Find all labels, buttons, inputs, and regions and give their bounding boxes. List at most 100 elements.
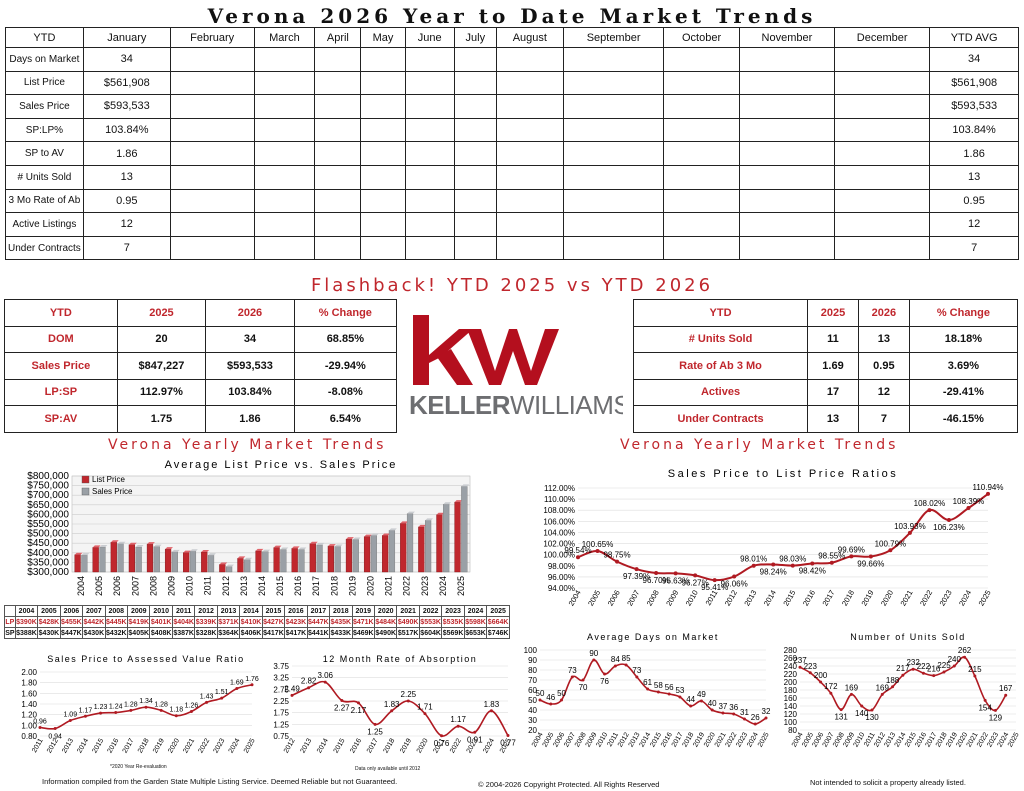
- bar-top: [255, 548, 264, 551]
- bar-top: [135, 545, 144, 548]
- x-tick-label: 2019: [859, 589, 875, 608]
- x-tick-label: 2024: [228, 737, 242, 754]
- y-tick-label: $800,000: [27, 471, 69, 482]
- x-tick-label: 2004: [76, 576, 86, 596]
- y-tick-label: $550,000: [27, 519, 69, 530]
- row-label: # Units Sold: [5, 164, 84, 190]
- bar-top: [334, 544, 343, 547]
- flashback-value: 68.85%: [293, 325, 398, 353]
- year-cell: 2006: [59, 605, 84, 617]
- list-vs-sales-price-chart: Average List Price vs. Sales Price $300,0…: [27, 459, 471, 596]
- data-label: 98.55%: [818, 552, 845, 561]
- bar-top: [346, 537, 354, 540]
- data-point: [764, 716, 768, 720]
- bar-list-price: [255, 550, 262, 573]
- data-label: 240: [948, 655, 962, 664]
- bar-sales-price: [298, 549, 305, 573]
- data-label: 1.71: [417, 703, 433, 712]
- data-point: [406, 699, 410, 703]
- cell-empty: [453, 94, 497, 119]
- cell-empty: [834, 94, 931, 119]
- data-label: 1.69: [230, 680, 244, 687]
- year-cell: 2008: [104, 605, 129, 617]
- y-tick-label: $500,000: [27, 529, 69, 540]
- x-tick-label: 2020: [879, 589, 895, 608]
- data-point: [423, 712, 427, 716]
- cell-empty: [663, 141, 740, 166]
- data-point: [624, 663, 628, 667]
- bar-top: [298, 547, 307, 550]
- cell-empty: [562, 94, 665, 119]
- cell-january: 7: [82, 235, 171, 261]
- y-tick-label: $750,000: [27, 481, 69, 492]
- flashback-row: Under Contracts 13 7 -46.15%: [632, 405, 1019, 433]
- x-tick-label: 2024: [438, 576, 448, 596]
- data-label: 98.01%: [740, 555, 767, 564]
- bar-list-price: [128, 544, 135, 573]
- footer-left: Information compiled from the Garden Sta…: [42, 777, 398, 786]
- y-tick-label: 2.25: [273, 697, 289, 706]
- data-point: [870, 708, 874, 712]
- ytd-row: Days on Market 34 34: [5, 47, 1019, 72]
- data-point: [983, 698, 987, 702]
- y-tick-label: 1.75: [273, 709, 289, 718]
- cell-ytd-avg: 34: [929, 47, 1019, 72]
- data-label: 95.41%: [701, 583, 728, 592]
- legend-swatch: [81, 475, 90, 484]
- data-label: 99.54%: [564, 546, 591, 555]
- data-label: 36: [729, 703, 738, 712]
- data-point: [615, 559, 620, 564]
- bar-top: [309, 541, 318, 544]
- x-tick-label: 2013: [742, 589, 758, 608]
- data-point: [646, 687, 650, 691]
- y-tick-label: $650,000: [27, 500, 69, 511]
- bar-sales-price: [189, 551, 197, 573]
- data-label: 2.25: [401, 690, 417, 699]
- data-label: 1.17: [79, 707, 93, 714]
- flashback-value: 6.54%: [293, 405, 398, 433]
- sp-cell: $432K: [104, 627, 129, 639]
- cell-january: $561,908: [82, 70, 171, 96]
- units-sold-chart: Number of Units Sold80100120140160180200…: [784, 632, 1021, 748]
- bar-top: [291, 546, 300, 549]
- bar-top: [382, 533, 391, 536]
- data-point: [307, 686, 311, 690]
- x-tick-label: 2018: [329, 576, 339, 596]
- bar-list-price: [110, 542, 117, 573]
- data-point: [673, 571, 678, 576]
- data-point: [205, 700, 209, 704]
- y-tick-label: 3.75: [273, 662, 289, 671]
- data-point: [174, 714, 178, 718]
- x-tick-label: 2021: [384, 576, 394, 596]
- year-cell: 2023: [441, 605, 465, 617]
- data-label: 217: [896, 664, 910, 673]
- y-tick-label: 96.00%: [548, 573, 575, 582]
- data-point: [489, 709, 493, 713]
- row-label-empty: [4, 605, 16, 617]
- x-tick-label: 2025: [456, 576, 466, 596]
- chart-title: Average List Price vs. Sales Price: [165, 459, 398, 471]
- lp-cell: $490K: [396, 616, 420, 628]
- data-point: [891, 685, 895, 689]
- data-point: [732, 712, 736, 716]
- cell-empty: [253, 188, 316, 214]
- data-point: [790, 563, 795, 568]
- y-tick-label: 106.00%: [543, 517, 575, 526]
- cell-ytd-avg: 1.86: [929, 141, 1019, 166]
- cell-empty: [834, 117, 931, 143]
- bar-sales-price: [99, 546, 106, 573]
- cell-empty: [253, 70, 316, 96]
- flashback-value: 1.75: [116, 405, 207, 433]
- flashback-header: YTD: [632, 299, 809, 327]
- y-tick-label: 1.20: [21, 711, 37, 720]
- column-header: January: [82, 27, 171, 48]
- data-label: 0.91: [467, 735, 483, 744]
- column-header: February: [169, 27, 255, 48]
- y-tick-label: $350,000: [27, 557, 69, 568]
- cell-empty: [453, 212, 497, 237]
- data-label: 98.03%: [779, 555, 806, 564]
- data-label: 1.51: [215, 689, 229, 696]
- legend-swatch: [81, 487, 90, 496]
- bar-top: [171, 549, 180, 552]
- sp-row: SP $388K $430K $447K $430K $432K $405K $408K $38…: [4, 627, 510, 639]
